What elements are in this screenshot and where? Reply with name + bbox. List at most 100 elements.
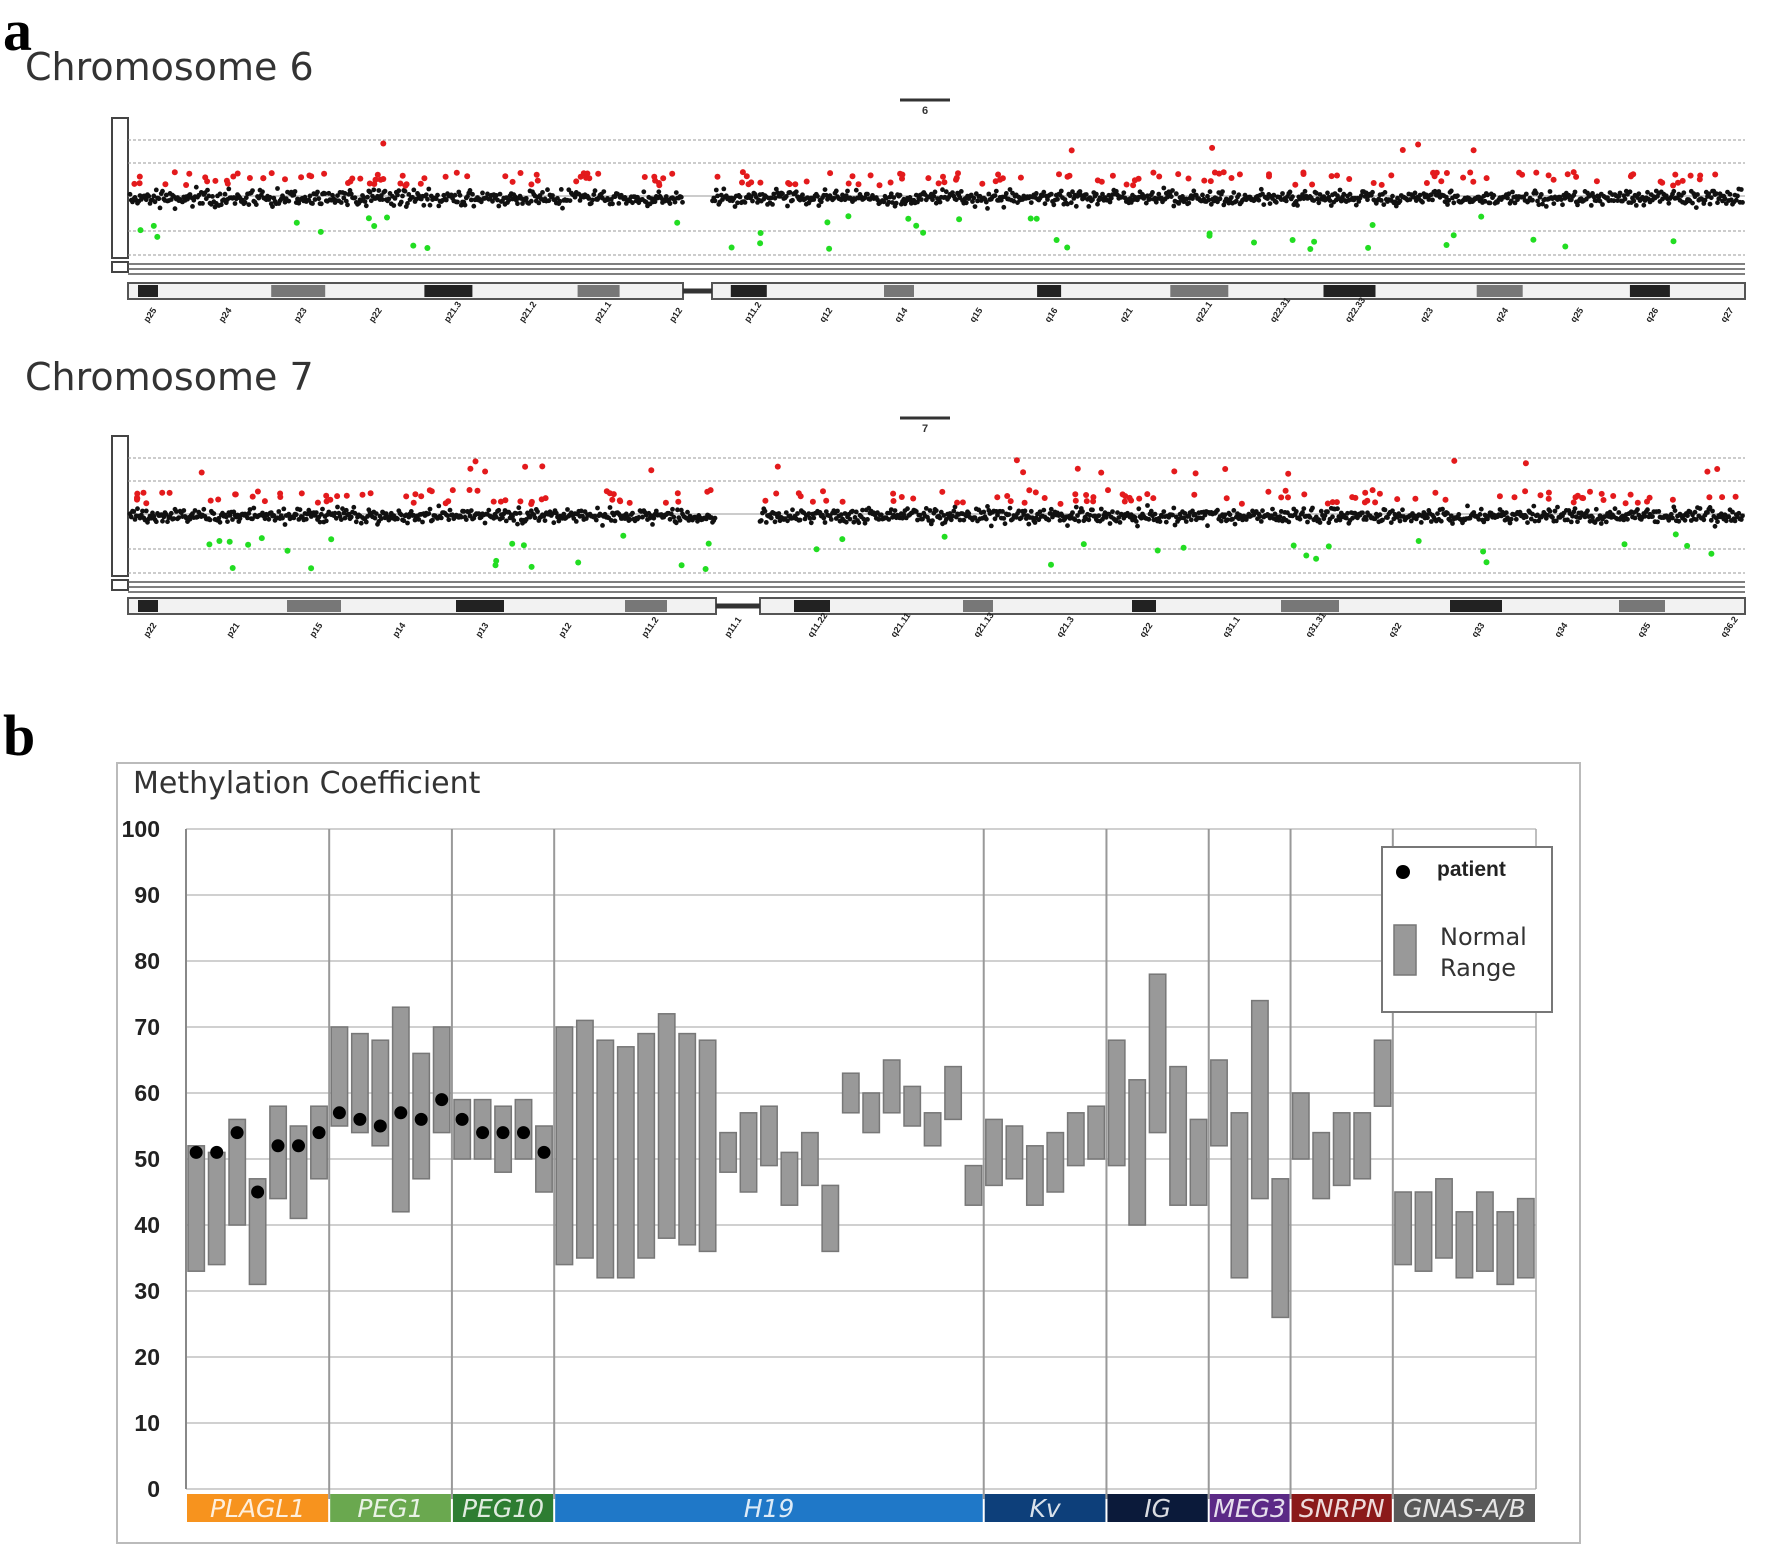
ideogram-band [1629,285,1670,297]
normal-range-bar [1250,999,1269,1200]
normal-range-bar [780,1151,799,1206]
normal-range-bar [1148,973,1167,1134]
region-marker-label: 6 [922,105,928,117]
normal-range-bar [739,1112,758,1193]
normal-range-bar [1005,1125,1024,1180]
normal-range-bar [944,1065,963,1121]
ideogram-band [138,285,158,297]
region-h19: H19 [553,829,983,1523]
patient-point [517,1126,530,1140]
normal-range-bar [1291,1092,1310,1160]
y-axis-frame [111,117,129,259]
legend: patient Normal Range [1381,846,1553,1013]
chart-title: Methylation Coefficient [133,766,481,801]
ideogram-band [1476,285,1523,297]
y-tick-label: 40 [134,1212,160,1238]
region-label: PEG10 [462,1494,544,1523]
normal-range-bar [1373,1039,1392,1107]
region-label: IG [1144,1494,1171,1523]
ideogram-band [1037,285,1062,297]
normal-range-bar [535,1125,553,1193]
y-axis-frame [111,435,129,577]
probe-points [127,457,1745,572]
normal-range-bar [698,1039,717,1253]
normal-range-bar [1353,1112,1372,1180]
y-tick-label: 90 [134,882,160,908]
region-label-band [1291,1494,1392,1522]
normal-range-bar [1312,1131,1331,1200]
normal-range-bar [1025,1145,1044,1206]
region-label-band [1107,1494,1208,1522]
region-peg1: PEG1 [328,829,451,1523]
normal-range-bar [1516,1197,1535,1279]
normal-range-bar [1066,1112,1085,1167]
normal-range-bar [1230,1112,1249,1279]
region-kv: Kv [982,829,1106,1523]
normal-range-bar [1128,1079,1147,1226]
ideogram-band [625,600,667,612]
y-tick-label: 10 [134,1410,160,1436]
normal-range-bar [657,1013,676,1239]
patient-point [496,1126,510,1140]
patient-point [271,1139,285,1153]
normal-range-bar [187,1145,206,1272]
normal-range-bar [1435,1178,1453,1259]
probe-points [127,140,1745,252]
region-gnas-a-b: GNAS-A/B [1391,829,1535,1523]
ideogram-band [1450,600,1502,612]
legend-patient-label: patient [1437,858,1506,881]
normal-range-bar [596,1039,615,1279]
normal-range-bar [371,1039,390,1147]
normal-range-bar [1189,1118,1208,1206]
y-tick-label: 20 [134,1344,160,1370]
normal-range-bar [841,1072,860,1114]
y-axis-footer [111,261,129,273]
ideogram-band [287,600,341,612]
normal-range-bar [1455,1211,1474,1279]
patient-point [251,1185,265,1199]
y-tick-label: 50 [134,1146,160,1172]
legend-patient-marker [1396,865,1410,879]
ideogram-band [1323,285,1376,297]
patient-point [230,1126,244,1140]
patient-point [292,1139,305,1153]
ideogram-band [884,285,914,297]
patient-point [394,1106,408,1120]
region-label-band [555,1494,983,1522]
ideogram-band [1619,600,1665,612]
region-label-band [452,1494,554,1522]
normal-range-bar [964,1164,983,1206]
y-tick-label: 60 [134,1080,160,1106]
normal-range-bar [637,1032,656,1259]
normal-range-bar [923,1112,942,1147]
ideogram [127,597,1746,615]
ideogram-band [794,600,830,612]
normal-range-bar [1210,1059,1228,1147]
normal-range-bar [1169,1065,1188,1206]
region-label: MEG3 [1213,1494,1286,1523]
patient-point [435,1093,449,1107]
normal-range-bar [678,1032,697,1246]
ideogram-band [577,285,620,297]
normal-range-bar [1475,1191,1494,1272]
patient-point [210,1145,224,1159]
ideogram-band [1170,285,1229,297]
normal-range-bar [350,1032,369,1134]
normal-range-bar [555,1026,574,1266]
normal-range-bar [882,1059,901,1114]
normal-range-bar [1107,1039,1126,1167]
patient-point [353,1112,367,1126]
y-tick-label: 80 [134,948,160,974]
normal-range-bar [821,1184,840,1253]
legend-range-label-line2: Range [1440,954,1516,982]
normal-range-bar [1414,1191,1433,1272]
region-label: H19 [744,1494,795,1523]
normal-range-bar [310,1105,328,1180]
region-label-band [187,1494,329,1522]
normal-range-bar [800,1131,819,1187]
region-marker-label: 7 [922,423,928,435]
chart-outer-frame [116,762,1581,1544]
